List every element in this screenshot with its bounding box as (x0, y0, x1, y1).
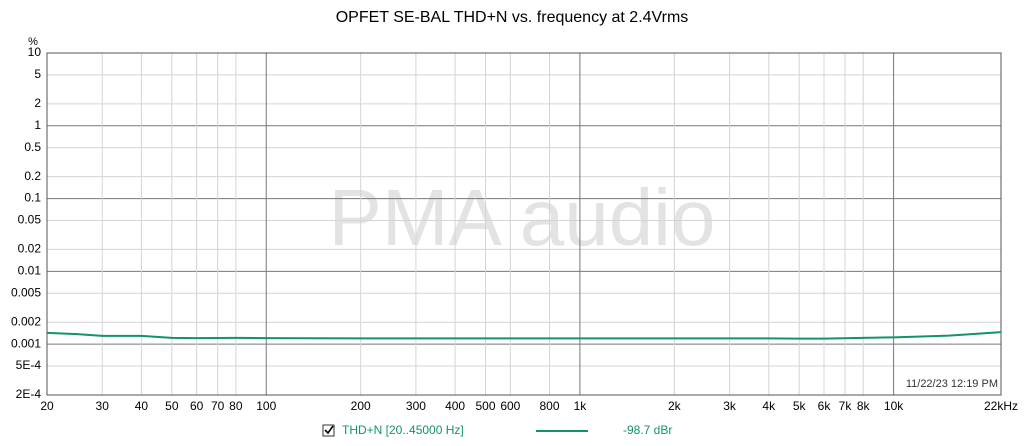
x-tick-label: 5k (793, 399, 807, 413)
x-tick-label: 70 (211, 399, 225, 413)
y-tick-label: 0.1 (24, 191, 41, 205)
x-tick-label: 100 (256, 399, 276, 413)
x-tick-label: 600 (500, 399, 520, 413)
checkmark (324, 425, 334, 435)
y-tick-label: 0.5 (24, 140, 41, 154)
x-tick-label: 4k (762, 399, 776, 413)
y-tick-label: 5E-4 (16, 358, 42, 372)
x-tick-label: 500 (475, 399, 495, 413)
watermark: PMA audio (329, 173, 716, 262)
x-tick-label: 20 (40, 399, 54, 413)
x-tick-label: 2k (668, 399, 682, 413)
y-tick-label: 1 (34, 118, 41, 132)
y-tick-label: 0.01 (18, 264, 42, 278)
y-tick-label: 0.2 (24, 169, 41, 183)
x-tick-label: 8k (857, 399, 871, 413)
x-tick-label: 7k (839, 399, 853, 413)
x-tick-label: 40 (135, 399, 149, 413)
y-tick-label: 5 (34, 67, 41, 81)
y-tick-label: 0.02 (18, 242, 42, 256)
x-tick-label: 800 (540, 399, 560, 413)
y-tick-label: 0.002 (11, 314, 41, 328)
x-tick-label: 6k (818, 399, 832, 413)
y-tick-label: 0.05 (18, 213, 42, 227)
x-tick-label: 1k (574, 399, 588, 413)
x-tick-label: 3k (723, 399, 737, 413)
plot-frame (46, 52, 1002, 396)
x-tick-label: 50 (165, 399, 179, 413)
x-tick-label: 22kHz (984, 399, 1018, 413)
legend-value: -98.7 dBr (623, 423, 672, 437)
x-tick-label: 30 (96, 399, 110, 413)
x-tick-label: 60 (190, 399, 204, 413)
x-tick-label: 80 (229, 399, 243, 413)
y-tick-label: 2 (34, 96, 41, 110)
x-tick-label: 300 (406, 399, 426, 413)
legend-checkbox[interactable] (322, 424, 335, 437)
chart-title: OPFET SE-BAL THD+N vs. frequency at 2.4V… (336, 9, 689, 26)
legend-label: THD+N [20..45000 Hz] (342, 423, 464, 437)
data-line (46, 331, 1002, 340)
y-tick-label: 0.001 (11, 336, 41, 350)
x-tick-label: 200 (351, 399, 371, 413)
y-unit: % (28, 36, 38, 48)
y-tick-label: 2E-4 (16, 387, 42, 401)
timestamp: 11/22/23 12:19 PM (906, 378, 998, 390)
y-tick-label: 10 (28, 45, 42, 59)
y-tick-label: 0.005 (11, 285, 41, 299)
x-tick-label: 10k (884, 399, 904, 413)
x-tick-label: 400 (445, 399, 465, 413)
